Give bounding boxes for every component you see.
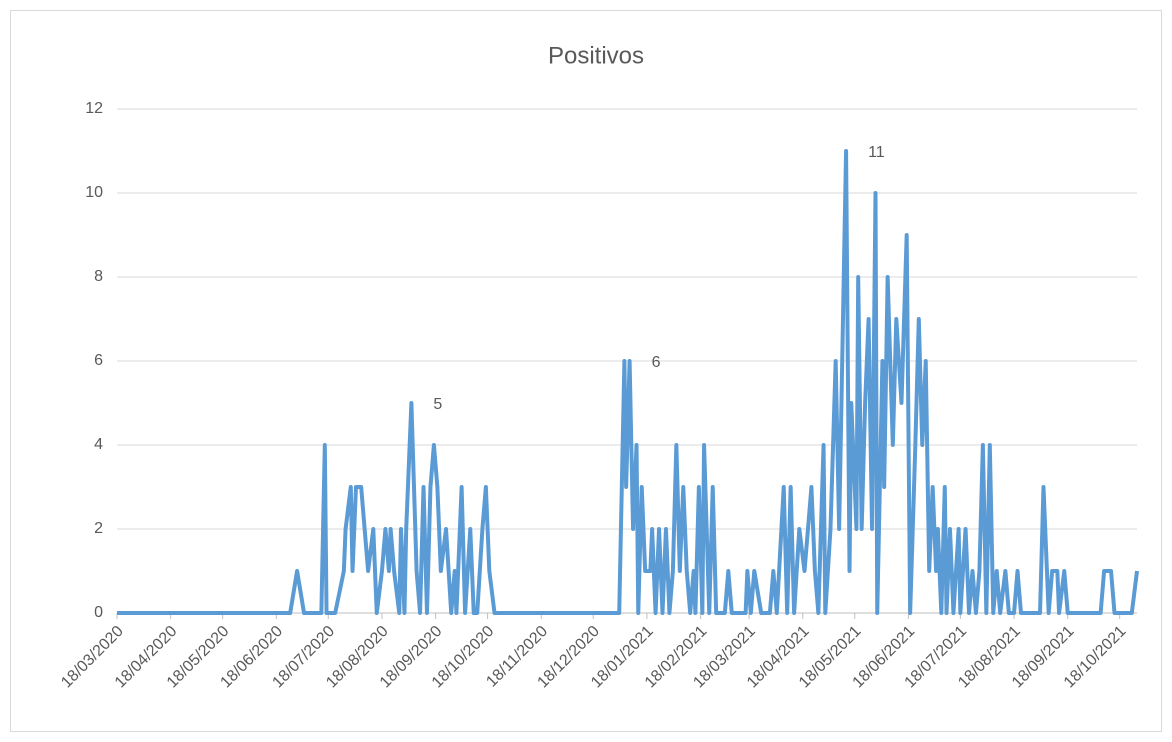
y-tick-label: 8 bbox=[94, 268, 103, 285]
y-tick-label: 12 bbox=[85, 100, 103, 117]
chart-frame bbox=[10, 10, 1162, 732]
annotation: 11 bbox=[868, 144, 885, 161]
y-tick-label: 2 bbox=[94, 520, 103, 537]
annotation: 5 bbox=[433, 396, 442, 413]
y-tick-label: 10 bbox=[85, 184, 103, 201]
y-tick-label: 0 bbox=[94, 604, 103, 621]
series-line bbox=[117, 149, 1139, 615]
y-tick-label: 4 bbox=[94, 436, 103, 453]
y-tick-label: 6 bbox=[94, 352, 103, 369]
annotation: 6 bbox=[652, 354, 661, 371]
chart-title: Positivos bbox=[548, 42, 644, 69]
